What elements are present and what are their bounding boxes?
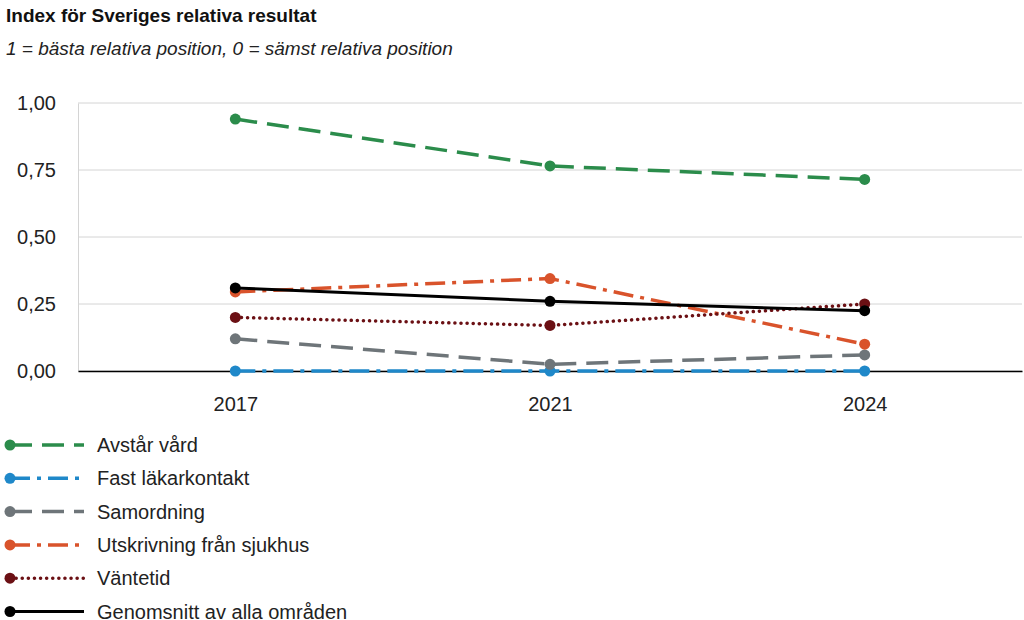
legend-swatch <box>10 610 84 613</box>
legend-swatch <box>10 543 84 547</box>
series-point <box>230 366 241 377</box>
legend-item: Samordning <box>5 501 205 523</box>
legend-label: Väntetid <box>97 567 170 589</box>
y-tick: 0,75 <box>17 159 78 181</box>
legend-label: Genomsnitt av alla områden <box>97 601 347 620</box>
legend-label: Avstår vård <box>97 434 198 456</box>
plot-marks <box>230 114 870 377</box>
series-point <box>859 349 870 360</box>
legend: Avstår vård Fast läkarkontakt Samordning Ut… <box>5 434 348 620</box>
title: Index för Sveriges relativa resultat <box>6 5 317 26</box>
y-tick: 1,00 <box>17 92 78 114</box>
series-point <box>545 320 556 331</box>
series-point <box>859 339 870 350</box>
legend-marker <box>5 573 16 584</box>
legend-swatch <box>10 576 84 580</box>
legend-marker <box>5 440 16 451</box>
series <box>230 282 870 316</box>
x-tick: 2021 <box>528 371 573 415</box>
series <box>230 333 870 369</box>
y-tick-label: 1,00 <box>17 92 56 114</box>
series-line <box>235 119 864 179</box>
y-tick: 0,00 <box>17 360 78 382</box>
legend-marker <box>5 506 16 517</box>
series-line <box>235 288 864 311</box>
y-tick: 0,50 <box>17 226 78 248</box>
legend-label: Samordning <box>97 501 205 523</box>
x-tick: 2017 <box>214 371 258 415</box>
legend-marker <box>5 606 16 617</box>
legend-swatch <box>10 510 84 514</box>
grid-line <box>78 237 1022 238</box>
x-tick-label: 2017 <box>214 393 258 415</box>
legend-item: Utskrivning från sjukhus <box>5 534 310 556</box>
series-point <box>230 282 241 293</box>
y-axis: 0,00 0,25 0,50 0,75 1,00 <box>17 92 78 382</box>
series <box>230 114 870 185</box>
series-line <box>235 279 864 345</box>
legend-item: Väntetid <box>5 567 171 589</box>
y-tick: 0,25 <box>17 293 78 315</box>
series <box>230 273 870 350</box>
legend-swatch <box>10 443 84 447</box>
x-tick: 2024 <box>843 371 888 415</box>
legend-item: Genomsnitt av alla områden <box>5 601 348 620</box>
legend-swatch <box>10 477 84 481</box>
grid-line <box>78 103 1022 104</box>
series-point <box>545 160 556 171</box>
legend-marker <box>5 539 16 550</box>
x-tick-label: 2024 <box>843 393 888 415</box>
y-tick-label: 0,00 <box>17 360 56 382</box>
chart: Index för Sveriges relativa resultat 1 = … <box>0 0 1024 620</box>
subtitle: 1 = bästa relativa position, 0 = sämst r… <box>6 38 453 59</box>
legend-marker <box>5 473 16 484</box>
y-tick-label: 0,75 <box>17 159 56 181</box>
x-axis: 2017 2021 2024 <box>79 371 1023 415</box>
series-point <box>545 359 556 370</box>
y-axis-line <box>78 104 79 372</box>
y-tick-label: 0,25 <box>17 293 56 315</box>
legend-item: Avstår vård <box>5 434 198 456</box>
series-point <box>545 273 556 284</box>
series-point <box>230 312 241 323</box>
grid <box>78 103 1022 371</box>
series-point <box>545 296 556 307</box>
series-point <box>230 333 241 344</box>
series-point <box>859 305 870 316</box>
series-point <box>859 174 870 185</box>
legend-label: Fast läkarkontakt <box>97 467 250 489</box>
series-point <box>230 114 241 125</box>
x-tick-label: 2021 <box>528 393 573 415</box>
legend-item: Fast läkarkontakt <box>5 467 250 489</box>
series-point <box>859 366 870 377</box>
legend-label: Utskrivning från sjukhus <box>97 534 309 556</box>
y-tick-label: 0,50 <box>17 226 56 248</box>
